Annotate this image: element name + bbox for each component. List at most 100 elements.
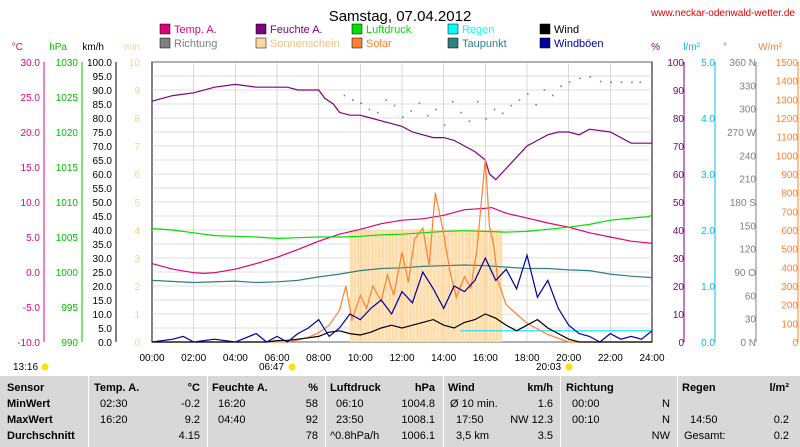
sunshine-bar bbox=[440, 230, 444, 342]
sunshine-bar bbox=[426, 230, 430, 342]
row-min-wind-val: 1.6 bbox=[537, 398, 553, 410]
direction-dot bbox=[589, 76, 592, 78]
axis-tick-wm2: 200 bbox=[781, 301, 798, 312]
row-max-rain-label: 14:50 bbox=[690, 414, 718, 426]
axis-tick-kmh: 80.0 bbox=[93, 114, 113, 125]
direction-dot bbox=[427, 114, 429, 117]
axis-tick-deg: 30 bbox=[745, 315, 757, 326]
axis-header-hpa: hPa bbox=[49, 42, 67, 53]
axis-header-pct: % bbox=[651, 42, 660, 53]
sunshine-bar bbox=[349, 230, 353, 342]
axis-tick-hpa: 1020 bbox=[56, 128, 79, 139]
sunshine-bar bbox=[415, 230, 419, 342]
legend-label: Windböen bbox=[554, 38, 604, 50]
axis-tick-min: 3 bbox=[134, 254, 140, 265]
series-line-feuchte-a- bbox=[151, 83, 652, 181]
axis-tick-wm2: 500 bbox=[781, 245, 798, 256]
axis-tick-hpa: 1030 bbox=[56, 58, 79, 69]
axis-tick-wm2: 800 bbox=[781, 189, 798, 200]
axis-tick-kmh: 75.0 bbox=[93, 128, 113, 139]
axis-tick-min: 1 bbox=[134, 310, 140, 321]
axis-tick-kmh: 35.0 bbox=[93, 240, 113, 251]
axis-header-wm2: W/m² bbox=[758, 42, 783, 53]
axis-tick-temp: 5.0 bbox=[26, 233, 40, 244]
wind-direction-dots bbox=[343, 76, 642, 126]
row-min-ld-val: 1004.8 bbox=[401, 398, 435, 410]
axis-tick-wm2: 1400 bbox=[776, 77, 799, 88]
sunshine-bar bbox=[395, 230, 399, 342]
sunshine-bar bbox=[412, 230, 416, 342]
sunshine-bar bbox=[492, 230, 496, 342]
axis-tick-temp: 15.0 bbox=[21, 163, 41, 174]
sunshine-bar bbox=[457, 230, 461, 342]
axis-tick-hpa: 990 bbox=[61, 338, 78, 349]
x-tick-label: 00:00 bbox=[139, 353, 164, 364]
axis-tick-kmh: 90.0 bbox=[93, 86, 113, 97]
axis-tick-temp: 10.0 bbox=[21, 198, 41, 209]
direction-dot bbox=[460, 111, 462, 114]
summary-header-sensor: Sensor bbox=[7, 382, 45, 394]
axis-tick-pct: 90 bbox=[673, 86, 685, 97]
sunshine-bar bbox=[398, 230, 402, 342]
axis-tick-min: 7 bbox=[134, 142, 140, 153]
axis-tick-pct: 40 bbox=[673, 226, 685, 237]
legend-label: Wind bbox=[554, 24, 579, 36]
sunshine-bar bbox=[405, 230, 409, 342]
axis-tick-wm2: 700 bbox=[781, 207, 798, 218]
x-tick-label: 04:00 bbox=[223, 353, 248, 364]
sunshine-bar bbox=[377, 230, 381, 342]
direction-dot bbox=[620, 81, 623, 84]
row-min-dir-time: 00:00 bbox=[572, 398, 600, 410]
direction-dot bbox=[552, 94, 554, 97]
row-max-label: MaxWert bbox=[7, 414, 53, 426]
legend-swatch bbox=[159, 23, 171, 35]
legend-label: Temp. A. bbox=[174, 24, 217, 36]
summary-header-regen-unit: l/m² bbox=[769, 382, 789, 394]
axis-tick-wm2: 100 bbox=[781, 319, 798, 330]
sunshine-bar bbox=[443, 230, 447, 342]
row-max-dir-val: N bbox=[662, 414, 670, 426]
legend-swatch bbox=[159, 37, 171, 49]
series-line-windb-en bbox=[151, 252, 653, 343]
sunshine-bar bbox=[384, 230, 388, 342]
axis-tick-deg: 60 bbox=[745, 291, 757, 302]
axis-tick-temp: 0.0 bbox=[26, 268, 40, 279]
site-url[interactable]: www.neckar-odenwald-wetter.de bbox=[650, 8, 795, 19]
summary-header-luftdruck-unit: hPa bbox=[414, 382, 435, 394]
legend-label: Luftdruck bbox=[366, 24, 412, 36]
sunrise-time: 06:47 bbox=[259, 362, 284, 373]
series-line-taupunkt bbox=[151, 264, 653, 284]
direction-dot bbox=[435, 108, 437, 111]
direction-dot bbox=[527, 93, 529, 95]
direction-dot bbox=[568, 81, 571, 84]
row-avg-wind-val: 3.5 bbox=[537, 430, 553, 442]
axis-tick-kmh: 5.0 bbox=[98, 324, 112, 335]
legend-swatch bbox=[351, 23, 363, 35]
axis-tick-kmh: 10.0 bbox=[93, 310, 113, 321]
axis-tick-wm2: 400 bbox=[781, 263, 798, 274]
axis-tick-kmh: 60.0 bbox=[93, 170, 113, 181]
row-max-temp-time: 16:20 bbox=[100, 414, 128, 426]
sun-times: 13:16 06:47 20:03 bbox=[13, 362, 573, 373]
direction-dot bbox=[599, 80, 602, 83]
legend-swatch bbox=[447, 23, 459, 35]
x-tick-label: 24:00 bbox=[639, 353, 664, 364]
sunshine-bar bbox=[353, 230, 357, 342]
row-avg-rain-label: Gesamt: bbox=[684, 430, 726, 442]
direction-dot bbox=[639, 81, 642, 84]
direction-dot bbox=[443, 124, 446, 126]
sunshine-bar bbox=[419, 230, 423, 342]
axis-tick-temp: 30.0 bbox=[21, 58, 41, 69]
axis-tick-pct: 30 bbox=[673, 254, 685, 265]
row-min-feuchte-val: 58 bbox=[305, 398, 318, 410]
axis-tick-min: 0 bbox=[134, 338, 140, 349]
x-tick-label: 14:00 bbox=[431, 353, 456, 364]
direction-dot bbox=[493, 108, 496, 111]
axis-tick-temp: 20.0 bbox=[21, 128, 41, 139]
axis-tick-kmh: 85.0 bbox=[93, 100, 113, 111]
axis-headers: °C hPa km/h min% l/m² ° W/m² bbox=[12, 42, 783, 53]
row-max-ld-val: 1008.1 bbox=[401, 414, 435, 426]
sunshine-bar bbox=[481, 230, 485, 342]
direction-dot bbox=[452, 100, 454, 103]
axis-tick-wm2: 1000 bbox=[776, 151, 799, 162]
